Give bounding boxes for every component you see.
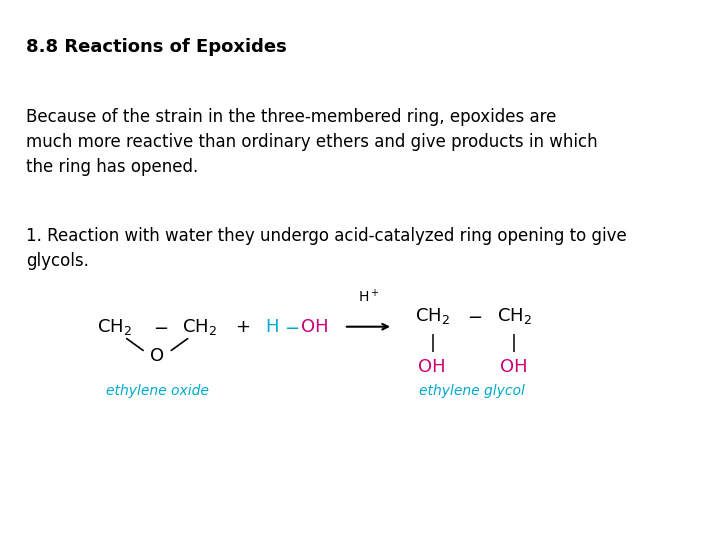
Text: CH$_2$: CH$_2$ — [497, 306, 531, 326]
Text: 1. Reaction with water they undergo acid-catalyzed ring opening to give
glycols.: 1. Reaction with water they undergo acid… — [26, 227, 627, 270]
Text: CH$_2$: CH$_2$ — [182, 316, 217, 337]
Text: OH: OH — [418, 358, 446, 376]
Text: O: O — [150, 347, 164, 366]
Text: H: H — [265, 318, 279, 336]
Text: |: | — [429, 334, 436, 352]
Text: ethylene glycol: ethylene glycol — [418, 384, 524, 399]
Text: +: + — [235, 318, 250, 336]
Text: 8.8 Reactions of Epoxides: 8.8 Reactions of Epoxides — [26, 38, 287, 56]
Text: CH$_2$: CH$_2$ — [97, 316, 132, 337]
Text: ethylene oxide: ethylene oxide — [106, 384, 209, 399]
Text: $-$: $-$ — [467, 307, 482, 325]
Text: OH: OH — [300, 318, 328, 336]
Text: CH$_2$: CH$_2$ — [415, 306, 450, 326]
Text: |: | — [511, 334, 517, 352]
Text: $-$: $-$ — [153, 318, 168, 336]
Text: $-$: $-$ — [284, 318, 299, 336]
Text: Because of the strain in the three-membered ring, epoxides are
much more reactiv: Because of the strain in the three-membe… — [26, 108, 598, 176]
Text: OH: OH — [500, 358, 528, 376]
Text: H$^+$: H$^+$ — [358, 288, 379, 306]
